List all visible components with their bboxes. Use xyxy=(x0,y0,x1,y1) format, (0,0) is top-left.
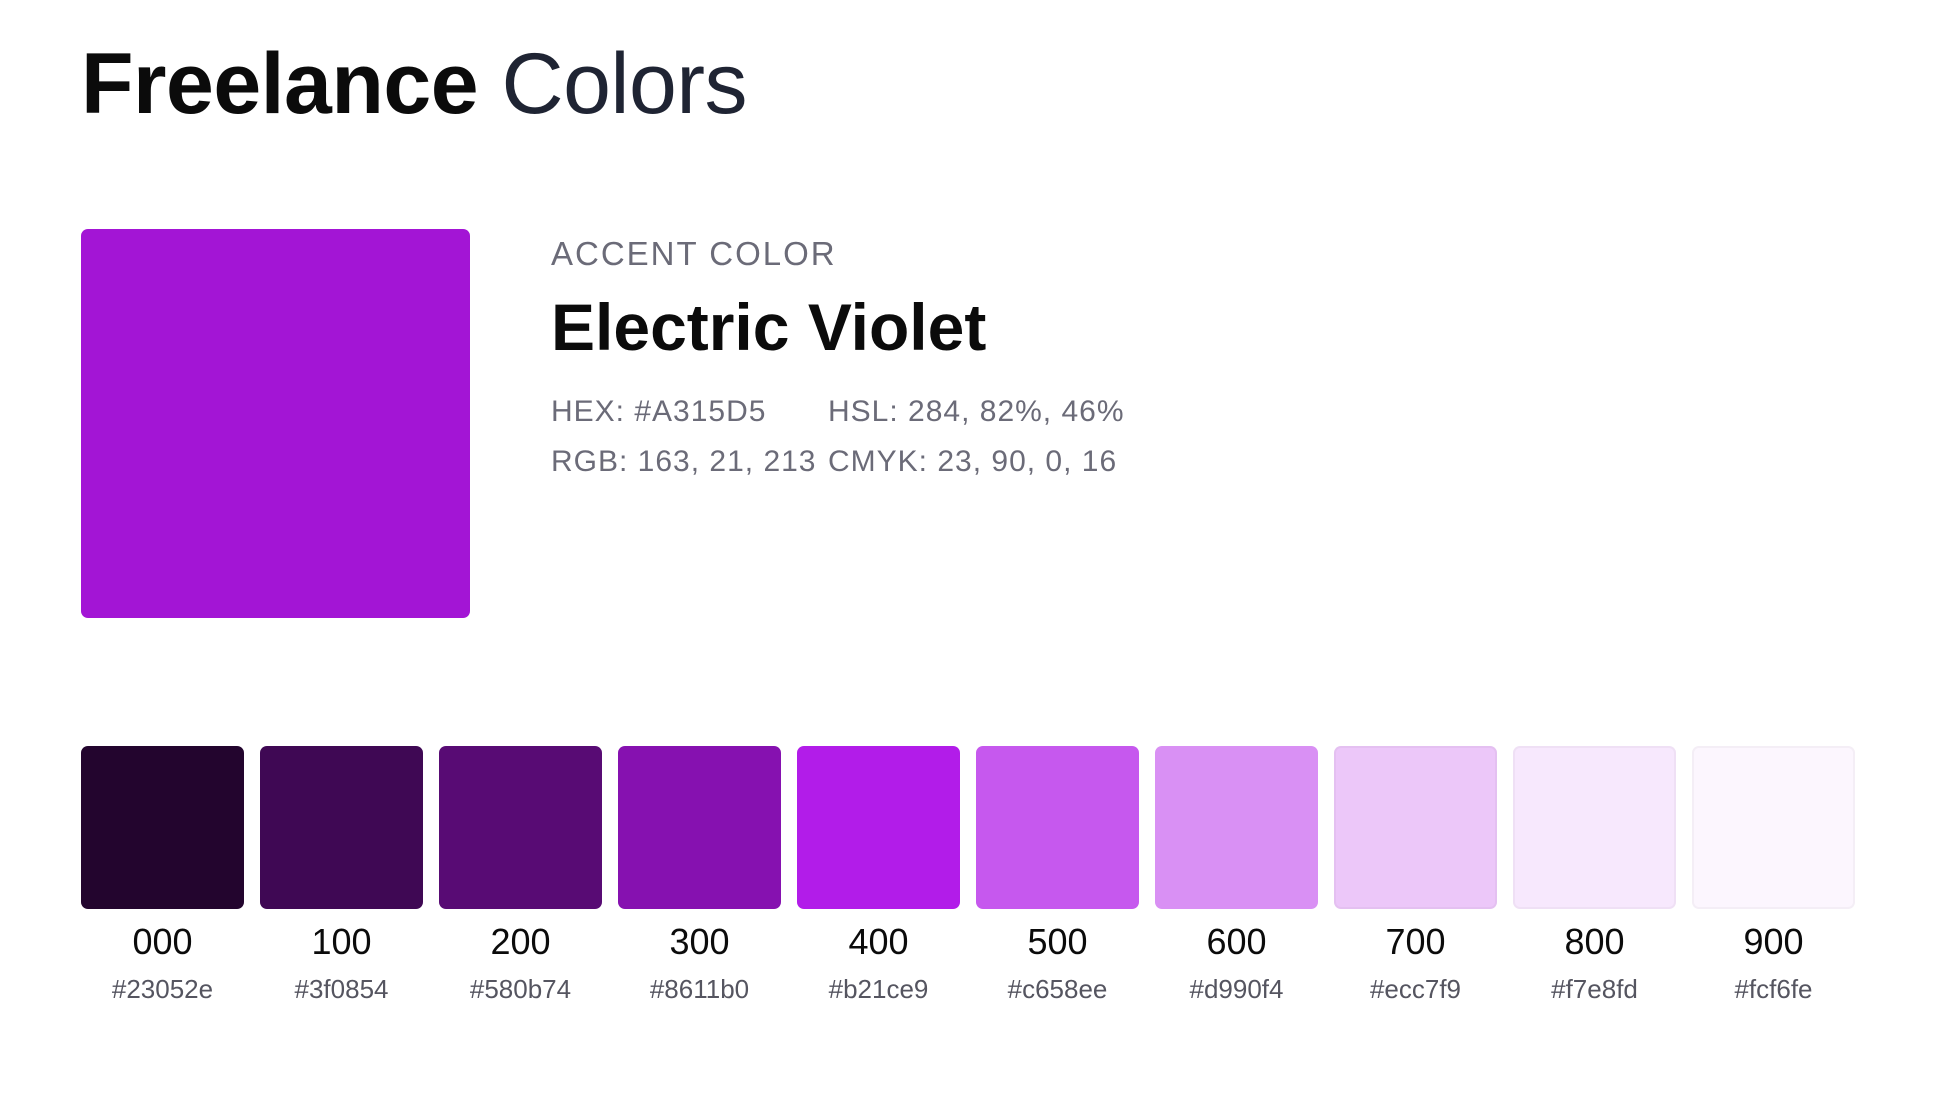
shade-hex: #3f0854 xyxy=(294,974,389,1004)
brand-name: Freelance xyxy=(81,36,479,132)
shade-item: 800 #f7e8fd xyxy=(1513,746,1676,1009)
shade-label: 200 xyxy=(490,921,551,962)
shade-item: 900 #fcf6fe xyxy=(1692,746,1855,1009)
shade-label: 600 xyxy=(1206,921,1267,962)
cmyk-value: CMYK: 23, 90, 0, 16 xyxy=(828,445,1118,478)
shade-hex: #b21ce9 xyxy=(828,974,929,1004)
shade-hex: #fcf6fe xyxy=(1734,974,1813,1004)
shade-label: 800 xyxy=(1564,921,1625,962)
accent-info: ACCENT COLOR Electric Violet HEX: #A315D… xyxy=(551,228,1125,482)
shade-swatch xyxy=(618,746,781,909)
accent-color-name: Electric Violet xyxy=(551,290,987,364)
shade-hex: #d990f4 xyxy=(1189,974,1284,1004)
shade-palette: 000 #23052e 100 #3f0854 200 #580b74 300 … xyxy=(81,746,1855,1009)
hsl-value: HSL: 284, 82%, 46% xyxy=(828,395,1125,428)
shade-hex: #ecc7f9 xyxy=(1369,974,1462,1004)
shade-label: 900 xyxy=(1743,921,1804,962)
shade-swatch xyxy=(260,746,423,909)
shade-item: 400 #b21ce9 xyxy=(797,746,960,1009)
shade-item: 200 #580b74 xyxy=(439,746,602,1009)
shade-swatch xyxy=(797,746,960,909)
shade-label: 500 xyxy=(1027,921,1088,962)
hex-value: HEX: #A315D5 xyxy=(551,395,767,428)
shade-hex: #f7e8fd xyxy=(1551,974,1638,1004)
shade-swatch xyxy=(439,746,602,909)
rgb-value: RGB: 163, 21, 213 xyxy=(551,445,817,478)
shade-swatch xyxy=(1692,746,1855,909)
shade-hex: #23052e xyxy=(111,974,214,1004)
title-suffix: Colors xyxy=(501,36,747,132)
shade-label: 100 xyxy=(311,921,372,962)
shade-hex: #580b74 xyxy=(469,974,572,1004)
shade-swatch xyxy=(1155,746,1318,909)
shade-item: 500 #c658ee xyxy=(976,746,1139,1009)
shade-label: 000 xyxy=(132,921,193,962)
shade-label: 700 xyxy=(1385,921,1446,962)
shade-swatch xyxy=(1334,746,1497,909)
shade-item: 600 #d990f4 xyxy=(1155,746,1318,1009)
shade-item: 300 #8611b0 xyxy=(618,746,781,1009)
accent-color-swatch xyxy=(81,229,470,618)
shade-hex: #8611b0 xyxy=(649,974,750,1004)
accent-eyebrow: ACCENT COLOR xyxy=(551,235,837,272)
page-title: Freelance Colors xyxy=(81,34,747,134)
shade-swatch xyxy=(81,746,244,909)
shade-label: 400 xyxy=(848,921,909,962)
shade-hex: #c658ee xyxy=(1007,974,1108,1004)
shade-item: 100 #3f0854 xyxy=(260,746,423,1009)
shade-swatch xyxy=(1513,746,1676,909)
shade-label: 300 xyxy=(669,921,730,962)
accent-specs: HEX: #A315D5 HSL: 284, 82%, 46% RGB: 163… xyxy=(551,392,1125,482)
shade-swatch xyxy=(976,746,1139,909)
shade-item: 700 #ecc7f9 xyxy=(1334,746,1497,1009)
shade-item: 000 #23052e xyxy=(81,746,244,1009)
